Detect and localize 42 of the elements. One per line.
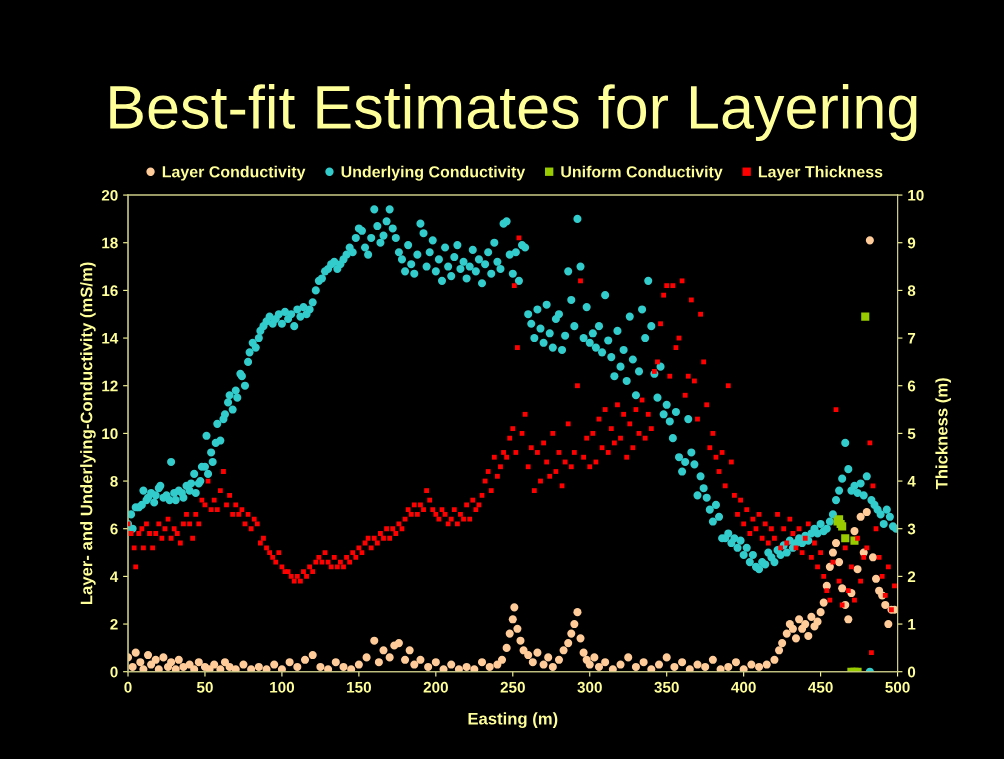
y-tick-label: 8 [110,475,118,487]
x-tick-label: 100 [270,681,295,693]
x-tick-label: 50 [196,681,213,693]
x-tick-label: 150 [347,681,371,693]
y-axis-title: Layer- and Underlying-Conductivity (mS/m) [80,262,96,605]
y-tick-label: 4 [110,571,119,582]
x-tick-label: 400 [731,681,756,693]
x-tick-label: 500 [885,681,910,693]
legend-label: Underlying Conductivity [341,165,526,181]
x-axis-title: Easting (m) [468,712,558,728]
y2-tick-label: 7 [907,333,916,344]
x-tick-label: 300 [577,681,602,693]
y-tick-label: 16 [102,285,118,297]
legend-label: Layer Thickness [758,165,883,181]
legend-label: Layer Conductivity [162,165,306,181]
x-tick-label: 0 [124,681,132,693]
y2-tick-label: 5 [907,428,916,440]
y-tick-label: 10 [102,428,118,440]
y2-tick-label: 0 [907,666,916,678]
y2-tick-label: 6 [907,380,916,392]
y-tick-label: 18 [102,237,118,249]
y2-tick-label: 4 [907,476,916,487]
y2-tick-label: 3 [907,523,916,535]
y2-axis-title: Thickness (m) [935,378,951,490]
y2-tick-label: 8 [907,285,916,297]
y-tick-label: 14 [102,333,119,344]
y-tick-label: 20 [101,189,118,201]
y-tick-label: 0 [110,666,118,678]
y2-tick-label: 1 [908,619,916,630]
x-tick-label: 250 [500,681,525,693]
y-tick-label: 6 [110,523,118,535]
y2-tick-label: 2 [907,571,916,582]
x-tick-label: 450 [808,681,833,693]
x-tick-label: 200 [423,681,448,693]
point [841,534,850,543]
x-tick-label: 350 [654,681,679,693]
legend-label: Uniform Conductivity [561,165,723,181]
y2-tick-label: 10 [908,189,924,201]
chart-title: Best-fit Estimates for Layering [110,84,917,142]
y2-tick-label: 9 [907,237,916,249]
y-tick-label: 2 [110,618,118,630]
y-tick-label: 12 [102,380,118,392]
